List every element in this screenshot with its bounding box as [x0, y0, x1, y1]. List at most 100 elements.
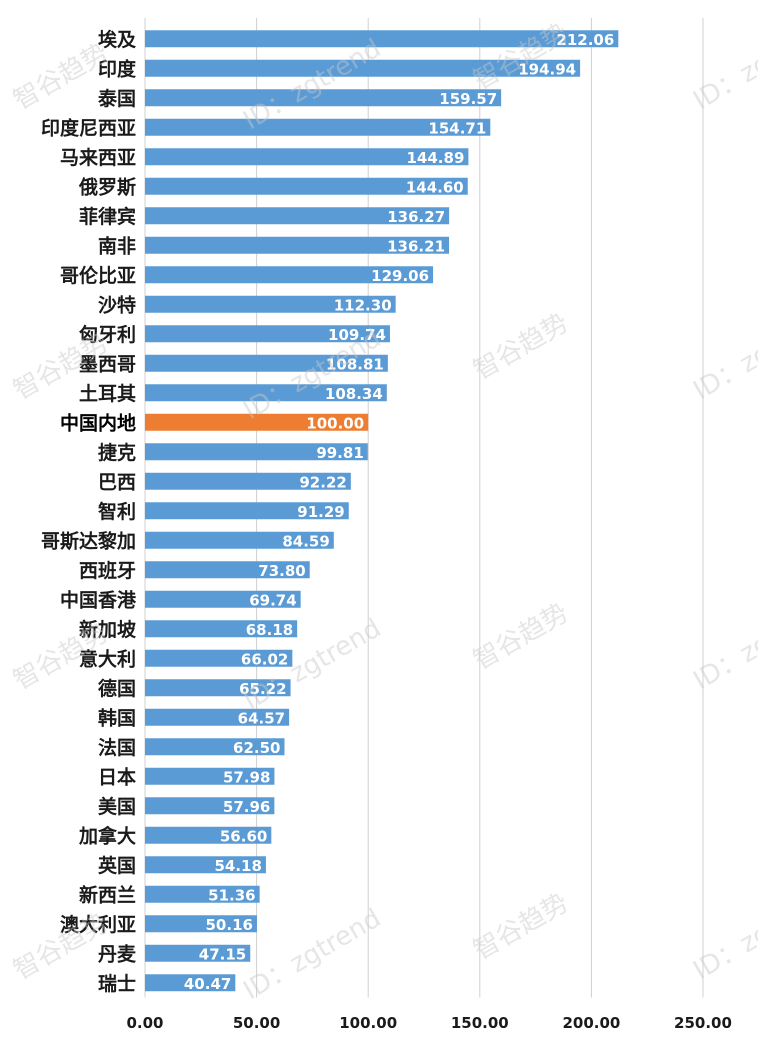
data-label: 136.27 [387, 208, 445, 226]
category-label: 韩国 [98, 706, 136, 729]
data-label: 50.16 [206, 916, 253, 934]
x-tick-label: 50.00 [233, 1014, 280, 1032]
bar [145, 531, 334, 549]
data-label: 91.29 [297, 503, 344, 521]
bar [145, 944, 251, 962]
bar [145, 708, 290, 726]
category-label: 俄罗斯 [78, 175, 136, 198]
data-label: 136.21 [387, 237, 445, 255]
bar [145, 207, 450, 225]
category-label: 澳大利亚 [60, 913, 136, 936]
category-label: 西班牙 [79, 559, 136, 582]
data-label: 92.22 [299, 473, 346, 491]
category-label: 沙特 [98, 294, 136, 316]
bar [145, 384, 387, 402]
category-label: 中国香港 [60, 588, 137, 611]
bar [145, 354, 388, 372]
bar [145, 266, 434, 284]
bar [145, 974, 236, 992]
data-label: 57.98 [223, 768, 270, 786]
category-label: 菲律宾 [79, 205, 136, 228]
category-label: 墨西哥 [79, 353, 136, 375]
watermark-text: 智谷趋势 [469, 18, 574, 96]
data-label: 159.57 [439, 90, 497, 108]
bar [145, 30, 619, 48]
x-tick-label: 250.00 [674, 1014, 732, 1032]
category-label: 德国 [98, 677, 136, 700]
category-label: 哥斯达黎加 [41, 529, 136, 552]
data-label: 99.81 [316, 444, 363, 462]
data-label: 40.47 [184, 975, 231, 993]
bar [145, 590, 301, 608]
data-label: 212.06 [556, 31, 614, 49]
bar [145, 679, 291, 697]
category-label: 加拿大 [78, 824, 136, 847]
category-label: 法国 [98, 736, 136, 759]
data-label: 66.02 [241, 650, 288, 668]
data-label: 109.74 [328, 326, 386, 344]
data-label: 144.60 [406, 178, 464, 196]
bar [145, 915, 257, 933]
data-label: 100.00 [306, 414, 364, 432]
watermark-text: ID：zgtrend [689, 884, 758, 987]
data-labels: 212.06 194.94 159.57 154.71 144.89 144.60 136.… [184, 31, 614, 993]
category-label: 日本 [98, 765, 136, 788]
data-label: 84.59 [282, 532, 329, 550]
category-label: 瑞士 [98, 972, 136, 995]
category-label: 美国 [98, 795, 136, 818]
bar [145, 413, 369, 431]
data-label: 73.80 [258, 562, 305, 580]
category-label: 巴西 [98, 471, 136, 493]
bar [145, 649, 293, 667]
bar [145, 620, 298, 638]
category-label: 土耳其 [79, 383, 136, 405]
data-label: 154.71 [428, 119, 486, 137]
bar [145, 738, 285, 756]
category-label: 智利 [98, 500, 136, 523]
category-label: 泰国 [97, 87, 136, 110]
bar [145, 89, 502, 107]
bar [145, 118, 491, 136]
bar [145, 59, 581, 77]
bar [145, 148, 469, 166]
category-label: 哥伦比亚 [60, 264, 136, 287]
data-label: 68.18 [246, 621, 293, 639]
watermark-text: 智谷趋势 [469, 888, 574, 966]
bar [145, 177, 468, 195]
category-label: 印度 [98, 57, 137, 80]
bar [145, 767, 275, 785]
watermark-text: ID：zgtrend [239, 904, 387, 1007]
data-label: 129.06 [371, 267, 429, 285]
category-label: 丹麦 [98, 942, 137, 965]
category-label: 意大利 [79, 647, 136, 670]
data-label: 144.89 [407, 149, 465, 167]
x-tick-label: 150.00 [451, 1014, 509, 1032]
data-label: 194.94 [518, 60, 576, 78]
category-label: 印度尼西亚 [41, 116, 136, 139]
bar [145, 826, 272, 844]
bars [145, 30, 619, 992]
category-label: 南非 [98, 235, 136, 257]
data-label: 56.60 [220, 827, 267, 845]
bar [145, 443, 368, 461]
category-label: 捷克 [98, 441, 136, 464]
bar [145, 295, 396, 313]
bar [145, 502, 349, 520]
data-label: 65.22 [239, 680, 286, 698]
data-label: 54.18 [214, 857, 261, 875]
bar [145, 236, 450, 254]
watermark-text: ID：zgtrend [689, 304, 758, 407]
x-tick-label: 200.00 [562, 1014, 620, 1032]
category-label: 中国内地 [60, 411, 136, 434]
data-label: 64.57 [238, 709, 285, 727]
category-label: 新加坡 [79, 618, 137, 641]
category-label: 埃及 [98, 28, 137, 51]
data-label: 51.36 [208, 886, 255, 904]
watermark-text: ID：zgtrend [689, 594, 758, 697]
x-axis-ticks: 0.00 50.00 100.00 150.00 200.00 250.00 [126, 1014, 731, 1032]
watermark-text: 智谷趋势 [469, 598, 574, 676]
bar [145, 797, 275, 815]
data-label: 57.96 [223, 798, 270, 816]
watermark-text: 智谷趋势 [469, 308, 574, 386]
